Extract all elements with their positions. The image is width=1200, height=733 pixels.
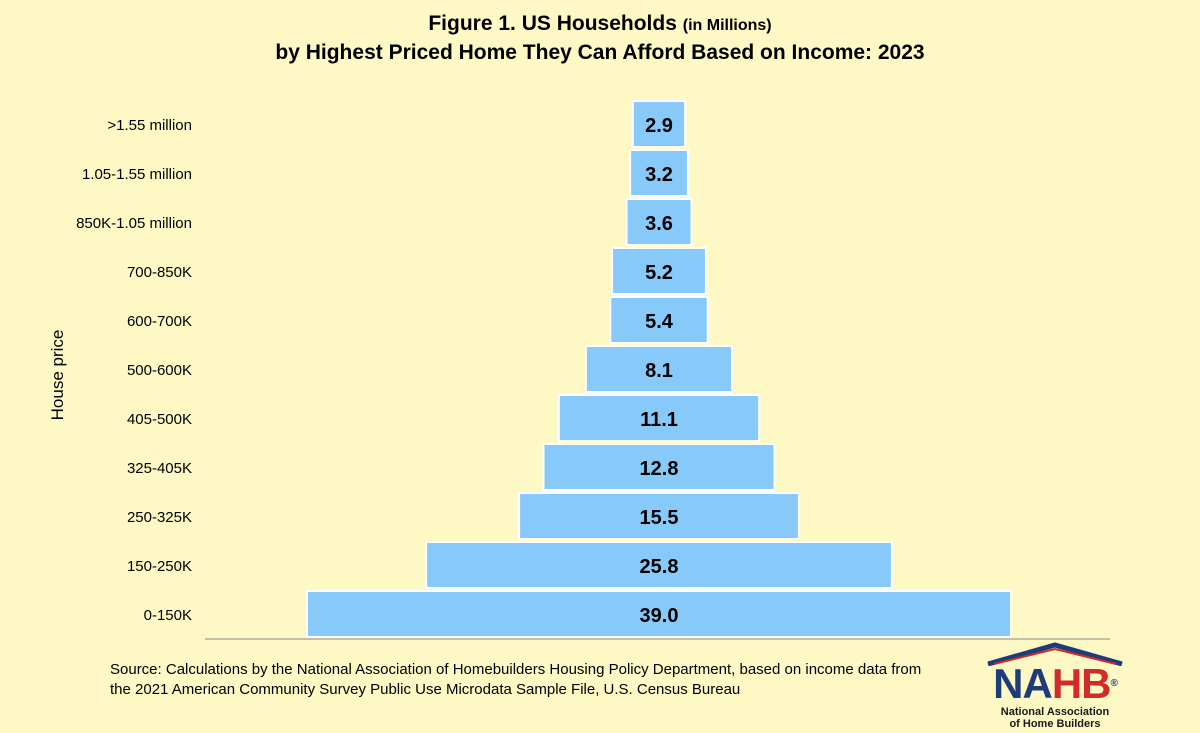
nahb-logo: NAHB® National Association of Home Build… — [984, 642, 1134, 732]
value-label-4: 5.4 — [645, 311, 674, 333]
value-label-7: 12.8 — [640, 458, 679, 480]
bar-7 — [542, 443, 776, 491]
category-label-10: 0-150K — [144, 607, 192, 624]
bar-2 — [625, 198, 693, 246]
source-note: Source: Calculations by the National Ass… — [110, 661, 922, 698]
logo-hb: HB — [1051, 660, 1112, 707]
value-labels-group: 2.9 3.2 3.6 5.2 5.4 8.1 11.1 12.8 15.5 25.8 39.0 — [640, 115, 679, 627]
bar-0 — [631, 100, 687, 148]
category-label-0: >1.55 million — [107, 117, 192, 134]
logo-subtitle-line-1: National Association — [1000, 706, 1110, 718]
category-label-9: 150-250K — [127, 558, 192, 575]
category-label-2: 850K-1.05 million — [76, 215, 192, 232]
chart-title-units: (in Millions) — [682, 17, 772, 34]
category-labels-group: >1.55 million 1.05-1.55 million 850K-1.05 … — [76, 117, 192, 624]
value-label-8: 15.5 — [640, 507, 679, 529]
category-label-1: 1.05-1.55 million — [82, 166, 192, 183]
category-label-7: 325-405K — [127, 460, 192, 477]
logo-wordmark: NAHB® — [984, 662, 1126, 706]
logo-subtitle-line-2: of Home Builders — [1009, 718, 1101, 730]
category-label-5: 500-600K — [127, 362, 192, 379]
bar-4 — [609, 296, 709, 344]
chart-title: Figure 1. US Households (in Millions) by… — [0, 10, 1200, 66]
logo-registered: ® — [1110, 678, 1117, 689]
category-label-6: 405-500K — [127, 411, 192, 428]
bar-5 — [584, 345, 734, 393]
logo-subtitle: National Association of Home Builders — [984, 706, 1126, 730]
value-label-0: 2.9 — [645, 115, 673, 137]
bar-10 — [306, 590, 1012, 638]
bar-9 — [425, 541, 893, 589]
category-label-3: 700-850K — [127, 264, 192, 281]
value-label-2: 3.6 — [645, 213, 673, 235]
chart-title-line-2: by Highest Priced Home They Can Afford B… — [275, 41, 925, 64]
value-label-10: 39.0 — [640, 605, 679, 627]
bar-6 — [557, 394, 761, 442]
logo-na: NA — [993, 660, 1053, 707]
value-label-1: 3.2 — [645, 164, 673, 186]
chart-title-line-1: Figure 1. US Households — [428, 12, 677, 35]
value-label-3: 5.2 — [645, 262, 673, 284]
category-label-8: 250-325K — [127, 509, 192, 526]
value-label-5: 8.1 — [645, 360, 673, 382]
value-label-9: 25.8 — [640, 556, 679, 578]
bars-group — [306, 100, 1012, 638]
bar-8 — [518, 492, 800, 540]
category-label-4: 600-700K — [127, 313, 192, 330]
logo-roof-icon — [987, 642, 1123, 666]
value-label-6: 11.1 — [640, 409, 678, 431]
bar-3 — [611, 247, 707, 295]
bar-1 — [629, 149, 689, 197]
